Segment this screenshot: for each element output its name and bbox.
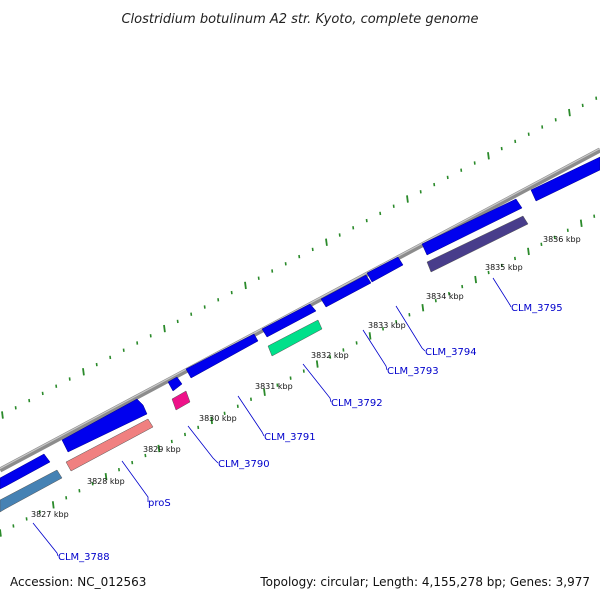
forward-gene-arrow[interactable] (61, 398, 148, 453)
forward-gene-arrow[interactable] (421, 198, 523, 256)
reverse-gene-box[interactable] (426, 215, 529, 273)
reverse-gene-box[interactable] (267, 319, 323, 357)
forward-gene-arrow[interactable] (366, 256, 404, 283)
position-tick-label: 3836 kbp (543, 235, 581, 244)
gene-label-group[interactable]: CLM_3795 (492, 277, 563, 314)
position-tick-labels: 3827 kbp 3828 kbp 3829 kbp 3830 kbp 3831 kbp… (31, 235, 581, 519)
gene-label-group[interactable]: CLM_3792 (302, 363, 383, 409)
gene-leader-line (187, 425, 219, 464)
inner-tick-mark (315, 360, 319, 368)
inner-tick-mark (263, 388, 266, 396)
forward-gene-arrow[interactable] (185, 333, 259, 379)
forward-gene-arrow[interactable] (167, 376, 183, 392)
position-tick-label: 3831 kbp (255, 382, 293, 391)
gene-label-group[interactable]: proS (121, 460, 171, 509)
inner-tick-mark (421, 304, 425, 312)
outer-tick-mark (1, 411, 4, 419)
gene-label[interactable]: proS (148, 498, 171, 509)
forward-gene-arrow[interactable] (0, 453, 51, 490)
gene-label[interactable]: CLM_3793 (387, 366, 439, 377)
inner-tick-mark (527, 247, 530, 256)
gene-leader-line (32, 522, 59, 557)
position-tick-label: 3827 kbp (31, 510, 69, 519)
outer-tick-mark (325, 238, 328, 246)
inner-tick-mark (0, 529, 2, 537)
gene-label-group[interactable]: CLM_3790 (187, 425, 270, 470)
inner-tick-track (0, 214, 596, 537)
gene-leader-line (121, 460, 149, 502)
inner-tick-mark (104, 472, 108, 481)
inner-tick-mark (157, 444, 161, 453)
forward-genes (0, 156, 600, 490)
gene-leader-line (302, 363, 332, 403)
gene-label[interactable]: CLM_3790 (218, 459, 270, 470)
reverse-gene-box[interactable] (0, 469, 63, 513)
gene-label-group[interactable]: CLM_3791 (237, 395, 316, 443)
forward-gene-arrow[interactable] (530, 156, 600, 202)
position-tick-label: 3830 kbp (199, 414, 237, 423)
gene-labels: CLM_3788 proS CLM_3790 CLM_3791 CLM_3792 CLM_… (32, 277, 563, 563)
reverse-gene-box[interactable] (171, 390, 191, 411)
topology-label: Topology: circular; Length: 4,155,278 bp… (259, 575, 590, 589)
outer-tick-mark (568, 108, 571, 117)
position-tick-label: 3835 kbp (485, 263, 523, 272)
gene-label[interactable]: CLM_3792 (331, 398, 383, 409)
gene-label[interactable]: CLM_3791 (264, 432, 316, 443)
position-tick-label: 3832 kbp (311, 351, 349, 360)
reverse-gene-box[interactable] (65, 418, 154, 472)
reverse-genes (0, 215, 529, 513)
inner-tick-mark (368, 332, 372, 340)
gene-leader-line (492, 277, 512, 308)
outer-tick-mark (82, 368, 85, 376)
gene-leader-line (395, 305, 426, 352)
position-tick-label: 3829 kbp (143, 445, 181, 454)
inner-tick-mark (210, 416, 213, 425)
inner-tick-mark (579, 219, 583, 227)
position-tick-label: 3834 kbp (426, 292, 464, 301)
forward-gene-arrow[interactable] (261, 303, 317, 338)
outer-tick-mark (487, 152, 490, 160)
gene-label[interactable]: CLM_3788 (58, 552, 110, 563)
outer-tick-mark (163, 324, 166, 333)
gene-label[interactable]: CLM_3795 (511, 303, 563, 314)
gene-leader-line (237, 395, 265, 437)
position-tick-label: 3828 kbp (87, 477, 125, 486)
gene-label-group[interactable]: CLM_3793 (362, 329, 439, 377)
position-tick-label: 3833 kbp (368, 321, 406, 330)
gene-label-group[interactable]: CLM_3794 (395, 305, 477, 358)
accession-label: Accession: NC_012563 (10, 575, 146, 589)
inner-tick-mark (51, 501, 55, 509)
gene-leader-line (362, 329, 388, 371)
outer-tick-mark (406, 195, 409, 203)
gene-label-group[interactable]: CLM_3788 (32, 522, 110, 563)
map-title: Clostridium botulinum A2 str. Kyoto, com… (121, 12, 478, 27)
gene-label[interactable]: CLM_3794 (425, 347, 477, 358)
forward-gene-arrow[interactable] (320, 274, 372, 308)
inner-tick-mark (474, 275, 477, 284)
outer-tick-mark (244, 281, 247, 290)
outer-tick-track (1, 96, 598, 419)
